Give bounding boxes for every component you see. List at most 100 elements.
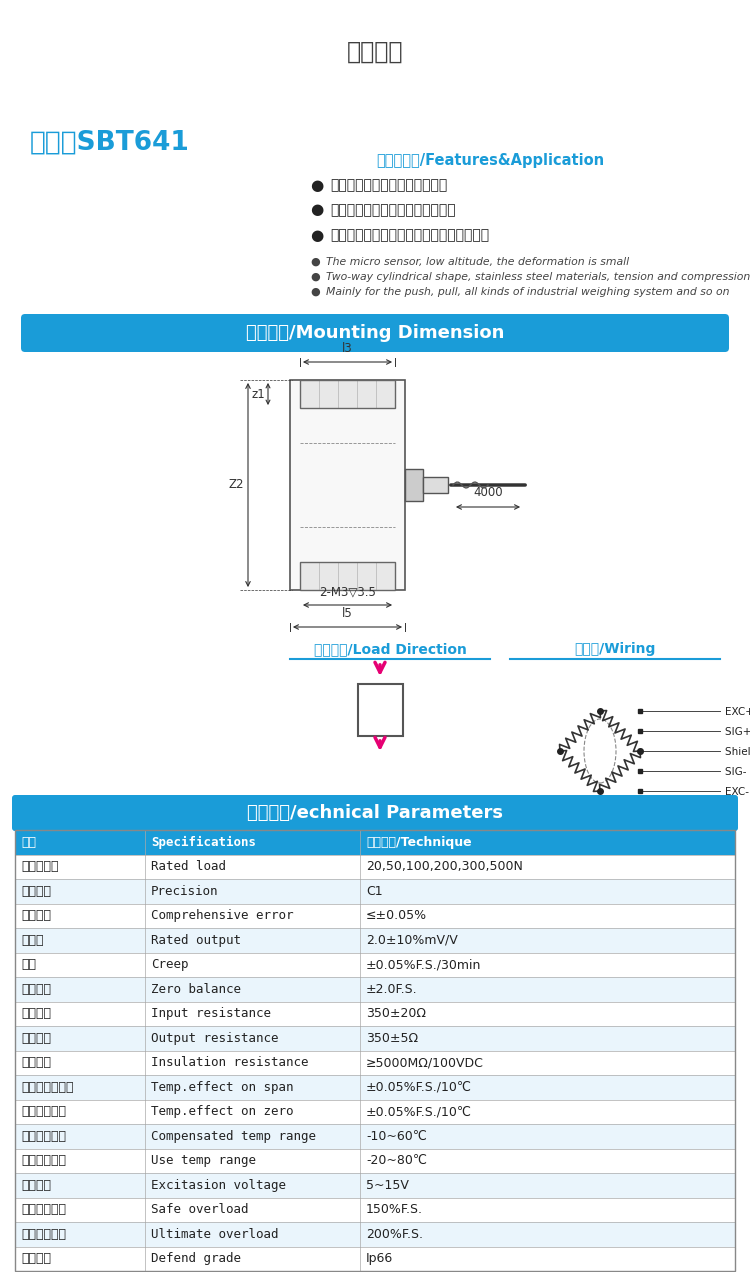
Text: 5~15V: 5~15V (366, 1179, 409, 1192)
Text: 产品参数: 产品参数 (346, 39, 404, 64)
Text: Safe overload: Safe overload (151, 1203, 248, 1216)
Bar (15, 1197, 735, 1222)
Text: 防护等级: 防护等级 (21, 1252, 51, 1266)
Text: Excitasion voltage: Excitasion voltage (151, 1179, 286, 1192)
Bar (358, 684, 403, 736)
Text: Temp.effect on span: Temp.effect on span (151, 1081, 293, 1094)
Text: ●: ● (310, 272, 320, 282)
Text: 灵敏度: 灵敏度 (21, 934, 44, 946)
Bar (15, 1099, 735, 1124)
Text: Z2: Z2 (229, 478, 244, 491)
Text: 350±20Ω: 350±20Ω (366, 1007, 426, 1020)
Bar (15, 903, 735, 929)
Text: 极限过载范围: 极限过载范围 (21, 1227, 66, 1240)
Text: -10~60℃: -10~60℃ (366, 1130, 427, 1142)
Text: EXC+ Red  （红）: EXC+ Red （红） (725, 706, 750, 716)
Bar (300, 380, 395, 408)
Text: 精度等级: 精度等级 (21, 885, 51, 898)
Text: Creep: Creep (151, 958, 188, 972)
Bar (423, 477, 448, 494)
Text: Comprehensive error: Comprehensive error (151, 909, 293, 922)
Text: 安装尺寸/Mounting Dimension: 安装尺寸/Mounting Dimension (246, 324, 504, 342)
Text: SIG+ Green(绿): SIG+ Green(绿) (725, 726, 750, 736)
Text: 接线图/Wiring: 接线图/Wiring (574, 642, 656, 656)
Text: 使用温度范围: 使用温度范围 (21, 1154, 66, 1168)
Text: 150%F.S.: 150%F.S. (366, 1203, 423, 1216)
Text: ●: ● (310, 257, 320, 267)
Bar (15, 1027, 735, 1051)
Text: 2.0±10%mV/V: 2.0±10%mV/V (366, 934, 458, 946)
Text: Zero balance: Zero balance (151, 983, 241, 996)
Text: z1: z1 (251, 388, 265, 401)
Text: Compensated temp range: Compensated temp range (151, 1130, 316, 1142)
Text: 输入阻抗: 输入阻抗 (21, 1007, 51, 1020)
Bar (15, 1222, 735, 1247)
Text: Rated load: Rated load (151, 860, 226, 874)
Text: Use temp range: Use temp range (151, 1154, 256, 1168)
Bar (15, 1124, 735, 1149)
Text: The micro sensor, low altitude, the deformation is small: The micro sensor, low altitude, the defo… (326, 257, 629, 267)
Text: 主要用于推、拉力计，各种工业称重系统等: 主要用于推、拉力计，各种工业称重系统等 (330, 228, 489, 242)
Text: Rated output: Rated output (151, 934, 241, 946)
Bar (15, 1051, 735, 1075)
Text: 圆柱外形，不锈钢材料，拉压双向: 圆柱外形，不锈钢材料，拉压双向 (330, 204, 455, 218)
FancyBboxPatch shape (21, 314, 729, 352)
Text: -20~80℃: -20~80℃ (366, 1154, 427, 1168)
Bar (15, 855, 735, 879)
Text: l5: l5 (342, 607, 352, 619)
FancyBboxPatch shape (12, 795, 738, 831)
Text: Input resistance: Input resistance (151, 1007, 271, 1020)
Text: ±0.05%F.S./10℃: ±0.05%F.S./10℃ (366, 1105, 472, 1118)
Text: 绝缘电阻: 绝缘电阻 (21, 1056, 51, 1070)
Text: EXC- Black(黑): EXC- Black(黑) (725, 786, 750, 796)
Text: ±2.0F.S.: ±2.0F.S. (366, 983, 418, 996)
Text: Ultimate overload: Ultimate overload (151, 1227, 278, 1240)
Text: 激励电压: 激励电压 (21, 1179, 51, 1192)
Text: 温度补偿范围: 温度补偿范围 (21, 1130, 66, 1142)
Bar (15, 1173, 735, 1197)
Text: SIG- White(白): SIG- White(白) (725, 766, 750, 776)
Bar (15, 1001, 735, 1027)
Bar (405, 469, 423, 501)
Bar (15, 831, 735, 855)
Text: Temp.effect on zero: Temp.effect on zero (151, 1105, 293, 1118)
Bar (300, 562, 395, 590)
Text: ●: ● (310, 178, 323, 192)
Text: 零点温度影响: 零点温度影响 (21, 1105, 66, 1118)
Text: Defend grade: Defend grade (151, 1252, 241, 1266)
Text: Output resistance: Output resistance (151, 1032, 278, 1044)
Text: 参数: 参数 (21, 836, 36, 848)
Bar (290, 380, 405, 590)
Text: Two-way cylindrical shape, stainless steel materials, tension and compression: Two-way cylindrical shape, stainless ste… (326, 272, 750, 282)
Text: Precision: Precision (151, 885, 218, 898)
Text: Ip66: Ip66 (366, 1252, 393, 1266)
Bar (15, 1247, 735, 1271)
Text: ●: ● (310, 202, 323, 218)
Bar (15, 953, 735, 977)
Bar (15, 1075, 735, 1099)
Text: Mainly for the push, pull, all kinds of industrial weighing system and so on: Mainly for the push, pull, all kinds of … (326, 287, 730, 296)
Text: 传感器量程: 传感器量程 (21, 860, 58, 874)
Text: 灵敏度温度影响: 灵敏度温度影响 (21, 1081, 74, 1094)
Text: 安全过载范围: 安全过载范围 (21, 1203, 66, 1216)
Bar (15, 929, 735, 953)
Text: ±0.05%F.S./30min: ±0.05%F.S./30min (366, 958, 482, 972)
Text: 2-M3▽3.5: 2-M3▽3.5 (319, 585, 376, 598)
Text: 输出阻抗: 输出阻抗 (21, 1032, 51, 1044)
Text: ●: ● (310, 287, 320, 296)
Text: 特点与用途/Features&Application: 特点与用途/Features&Application (376, 153, 604, 168)
Text: 20,50,100,200,300,500N: 20,50,100,200,300,500N (366, 860, 523, 874)
Text: Specifications: Specifications (151, 836, 256, 848)
Text: 微型传感器，高度低，变形量小: 微型传感器，高度低，变形量小 (330, 178, 447, 192)
Text: 4000: 4000 (473, 486, 502, 499)
Text: Insulation resistance: Insulation resistance (151, 1056, 308, 1070)
Text: l3: l3 (342, 342, 352, 355)
Bar (15, 1149, 735, 1173)
Text: 200%F.S.: 200%F.S. (366, 1227, 423, 1240)
Text: 受力方式/Load Direction: 受力方式/Load Direction (314, 642, 466, 656)
Text: 350±5Ω: 350±5Ω (366, 1032, 419, 1044)
Text: ≥5000MΩ/100VDC: ≥5000MΩ/100VDC (366, 1056, 484, 1070)
Bar (15, 831, 735, 1271)
Text: 综合误差: 综合误差 (21, 909, 51, 922)
Text: ±0.05%F.S./10℃: ±0.05%F.S./10℃ (366, 1081, 472, 1094)
